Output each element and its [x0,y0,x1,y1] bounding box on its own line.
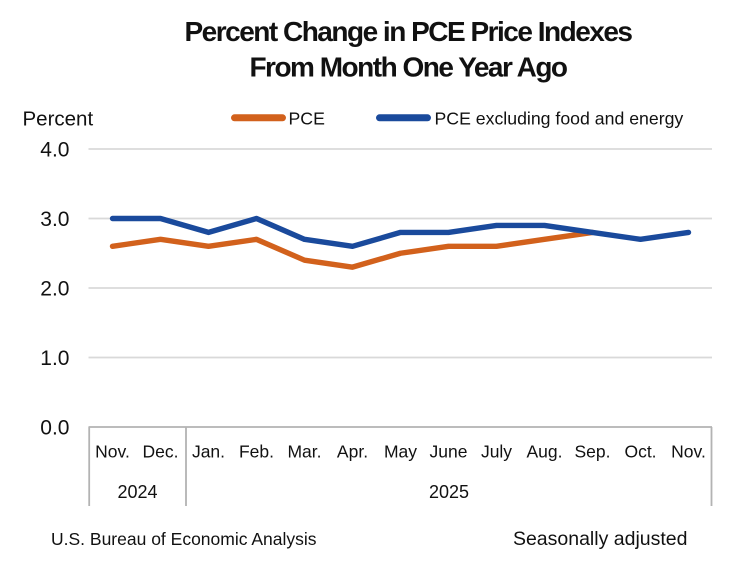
svg-text:July: July [481,442,512,462]
svg-text:Feb.: Feb. [239,442,274,462]
svg-text:Aug.: Aug. [527,442,563,462]
svg-text:Percent Change in PCE Price In: Percent Change in PCE Price Indexes [184,16,632,47]
svg-text:PCE: PCE [289,108,326,128]
svg-text:2024: 2024 [117,482,157,502]
svg-text:Oct.: Oct. [624,442,656,462]
svg-text:Jan.: Jan. [192,442,225,462]
svg-text:Seasonally adjusted: Seasonally adjusted [513,528,688,550]
svg-text:Nov.: Nov. [671,442,706,462]
svg-text:From Month One Year Ago: From Month One Year Ago [249,52,567,83]
svg-text:May: May [384,442,417,462]
svg-text:Sep.: Sep. [575,442,611,462]
svg-text:4.0: 4.0 [40,139,69,162]
svg-text:2.0: 2.0 [40,278,69,301]
svg-text:Apr.: Apr. [337,442,368,462]
svg-text:2025: 2025 [429,482,469,502]
svg-text:3.0: 3.0 [40,208,69,231]
svg-text:Dec.: Dec. [143,442,179,462]
svg-text:June: June [430,442,468,462]
svg-text:0.0: 0.0 [40,417,69,440]
svg-text:Mar.: Mar. [287,442,321,462]
svg-text:U.S. Bureau of Economic Analys: U.S. Bureau of Economic Analysis [51,529,317,549]
svg-text:Percent: Percent [23,107,94,130]
svg-text:Nov.: Nov. [95,442,130,462]
svg-text:1.0: 1.0 [40,347,69,370]
svg-text:PCE excluding food and energy: PCE excluding food and energy [435,108,684,128]
